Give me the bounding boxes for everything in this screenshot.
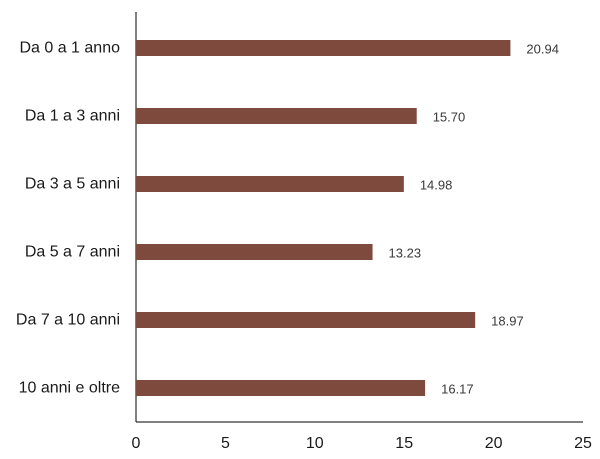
value-label-3: 13.23 (389, 246, 422, 261)
x-tick-label-3: 15 (395, 435, 413, 452)
value-label-4: 18.97 (491, 314, 524, 329)
bar-4 (136, 312, 476, 328)
x-tick-label-2: 10 (306, 435, 324, 452)
bar-5 (136, 380, 426, 396)
value-label-0: 20.94 (526, 42, 559, 57)
value-label-5: 16.17 (441, 382, 474, 397)
x-tick-label-4: 20 (485, 435, 503, 452)
x-tick-label-0: 0 (132, 435, 141, 452)
bar-1 (136, 108, 417, 124)
x-tick-labels-group: 0 5 10 15 20 25 (132, 435, 592, 452)
category-labels-group: Da 0 a 1 anno Da 1 a 3 anni Da 3 a 5 anni D… (16, 40, 120, 397)
bar-0 (136, 40, 511, 56)
category-label-3: Da 5 a 7 anni (25, 244, 120, 261)
bars-group (136, 40, 511, 396)
category-label-2: Da 3 a 5 anni (25, 176, 120, 193)
category-label-4: Da 7 a 10 anni (16, 312, 120, 329)
bar-3 (136, 244, 373, 260)
value-label-2: 14.98 (420, 178, 453, 193)
value-label-1: 15.70 (433, 110, 466, 125)
category-label-0: Da 0 a 1 anno (19, 40, 120, 57)
x-tick-label-5: 25 (574, 435, 592, 452)
bar-2 (136, 176, 404, 192)
value-labels-group: 20.94 15.70 14.98 13.23 18.97 16.17 (389, 42, 559, 397)
x-tick-label-1: 5 (221, 435, 230, 452)
category-label-5: 10 anni e oltre (19, 380, 121, 397)
category-label-1: Da 1 a 3 anni (25, 108, 120, 125)
